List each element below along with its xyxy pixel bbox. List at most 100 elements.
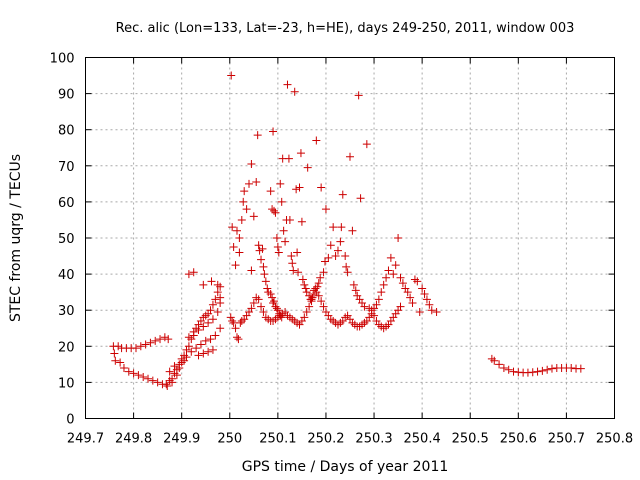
data-point xyxy=(396,273,405,282)
data-point xyxy=(111,356,120,365)
data-point xyxy=(329,223,338,232)
data-point xyxy=(287,252,296,261)
data-point xyxy=(199,322,208,331)
data-point xyxy=(231,261,240,270)
data-point xyxy=(211,295,220,304)
data-point xyxy=(314,291,323,300)
data-point xyxy=(232,333,241,342)
x-tick-label: 250.1 xyxy=(259,432,296,447)
data-point xyxy=(301,284,310,293)
data-point xyxy=(257,302,266,311)
data-point xyxy=(261,277,270,286)
data-point xyxy=(257,255,266,264)
plot-frame xyxy=(85,57,615,419)
data-point xyxy=(386,253,395,262)
data-point xyxy=(311,284,320,293)
data-point xyxy=(266,289,275,298)
data-point xyxy=(164,335,173,344)
data-point xyxy=(156,335,165,344)
x-tick-label: 250.7 xyxy=(548,432,585,447)
data-point xyxy=(336,237,345,246)
data-point xyxy=(281,237,290,246)
data-point xyxy=(270,206,279,215)
data-point xyxy=(338,190,347,199)
data-point xyxy=(175,363,184,372)
data-point xyxy=(114,342,123,351)
data-point xyxy=(356,194,365,203)
data-point xyxy=(422,295,431,304)
x-tick-label: 250.8 xyxy=(596,432,633,447)
data-point xyxy=(331,252,340,261)
data-point xyxy=(374,295,383,304)
data-point xyxy=(279,226,288,235)
data-point xyxy=(207,277,216,286)
data-point xyxy=(194,326,203,335)
data-point xyxy=(146,338,155,347)
data-point xyxy=(148,376,157,385)
data-point xyxy=(277,197,286,206)
data-point xyxy=(235,248,244,257)
data-point xyxy=(144,374,153,383)
data-point xyxy=(189,331,198,340)
y-tick-label: 10 xyxy=(58,376,75,391)
data-point xyxy=(184,270,193,279)
x-tick-label: 250.4 xyxy=(404,432,441,447)
data-point xyxy=(294,268,303,277)
data-point xyxy=(271,208,280,217)
data-point xyxy=(254,241,263,250)
data-point xyxy=(252,178,261,187)
y-tick-label: 80 xyxy=(58,124,75,139)
y-tick-label: 30 xyxy=(58,304,75,319)
data-point xyxy=(134,371,143,380)
data-point xyxy=(509,367,518,376)
data-point xyxy=(343,268,352,277)
y-tick-label: 90 xyxy=(58,88,75,103)
data-point xyxy=(131,344,140,353)
data-point xyxy=(234,335,243,344)
data-point xyxy=(162,380,171,389)
data-point xyxy=(229,318,238,327)
data-point xyxy=(129,369,138,378)
data-point xyxy=(499,363,508,372)
data-point xyxy=(226,313,235,322)
data-point xyxy=(324,253,333,262)
data-point xyxy=(360,302,369,311)
data-point xyxy=(317,183,326,192)
data-point xyxy=(141,340,150,349)
data-point xyxy=(163,382,172,391)
data-point xyxy=(136,342,145,351)
data-point xyxy=(170,362,179,371)
data-point xyxy=(116,358,125,367)
data-point xyxy=(293,248,302,257)
data-point xyxy=(165,367,174,376)
data-point xyxy=(317,297,326,306)
x-tick-label: 249.9 xyxy=(163,432,200,447)
data-point xyxy=(389,270,398,279)
y-tick-label: 0 xyxy=(66,413,74,428)
x-tick-label: 250.2 xyxy=(307,432,344,447)
data-point xyxy=(259,262,268,271)
data-point xyxy=(269,127,278,136)
data-point xyxy=(242,205,251,214)
data-point xyxy=(124,367,133,376)
data-point xyxy=(206,335,215,344)
data-point xyxy=(196,340,205,349)
data-point xyxy=(216,298,225,307)
data-point xyxy=(253,131,262,140)
data-point xyxy=(229,243,238,252)
data-point xyxy=(272,304,281,313)
data-point xyxy=(313,282,322,291)
data-point xyxy=(194,351,203,360)
data-point xyxy=(415,308,424,317)
data-point xyxy=(276,179,285,188)
data-point xyxy=(247,266,256,275)
data-point xyxy=(206,306,215,315)
data-point xyxy=(245,179,254,188)
data-point xyxy=(204,318,213,327)
data-point xyxy=(337,223,346,232)
data-point xyxy=(295,183,304,192)
data-point xyxy=(342,262,351,271)
data-point xyxy=(425,300,434,309)
data-point xyxy=(274,248,283,257)
